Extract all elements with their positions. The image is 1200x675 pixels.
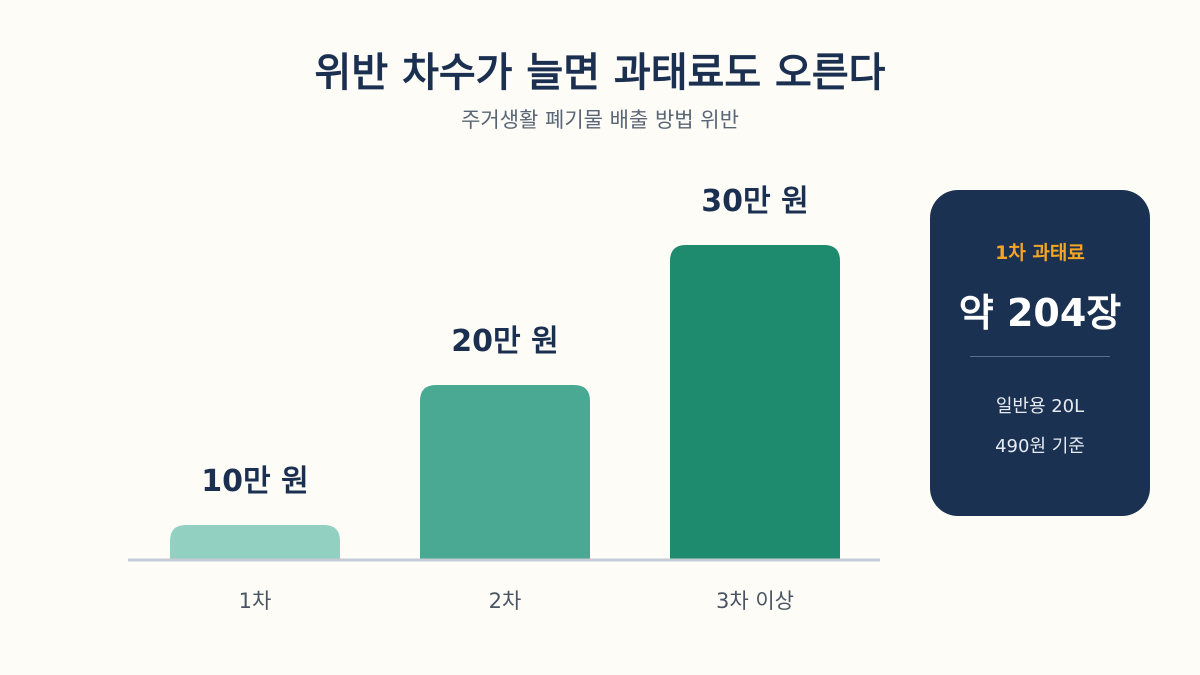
chart-title: 위반 차수가 늘면 과태료도 오른다 — [314, 50, 886, 96]
value-labels: 10만 원 20만 원 30만 원 — [201, 184, 808, 499]
card-label: 1차 과태료 — [995, 242, 1085, 264]
category-ticks: 1차 2차 3차 이상 — [239, 589, 794, 613]
category-label-2: 2차 — [489, 589, 522, 613]
card-value: 약 204장 — [958, 291, 1122, 335]
bar-value-label-3: 30만 원 — [701, 184, 808, 219]
category-label-1: 1차 — [239, 589, 272, 613]
bar-series — [170, 245, 840, 560]
chart-subtitle: 주거생활 폐기물 배출 방법 위반 — [461, 108, 739, 132]
bar-value-label-2: 20만 원 — [451, 324, 558, 359]
bar-value-label-1: 10만 원 — [201, 464, 308, 499]
fine-info-card: 1차 과태료 약 204장 일반용 20L 490원 기준 — [930, 190, 1150, 516]
bar-2 — [420, 385, 590, 560]
bar-3 — [670, 245, 840, 560]
card-divider — [970, 356, 1110, 357]
card-note-bag-size: 일반용 20L — [995, 396, 1085, 417]
category-label-3: 3차 이상 — [716, 589, 794, 613]
card-note-price-basis: 490원 기준 — [995, 436, 1085, 457]
bar-1 — [170, 525, 340, 560]
